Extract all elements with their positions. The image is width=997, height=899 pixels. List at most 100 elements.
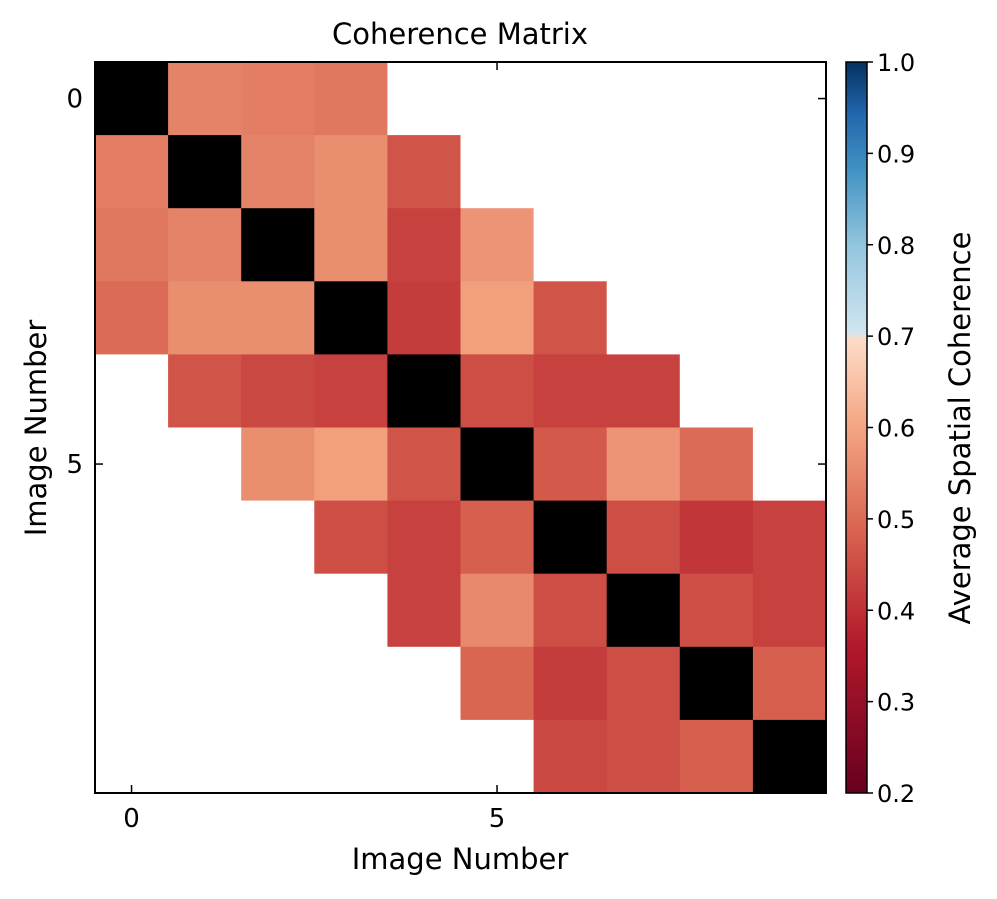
empty-cell — [168, 500, 242, 575]
diagonal-cell — [387, 354, 461, 428]
diagonal-cell — [752, 719, 827, 794]
empty-cell — [314, 646, 388, 721]
empty-cell — [606, 281, 681, 355]
heatmap-cell — [460, 646, 535, 721]
heatmap-cell — [314, 354, 388, 428]
colorbar-tick-label: 0.2 — [877, 780, 915, 808]
colorbar-tick-label: 0.9 — [877, 140, 915, 168]
heatmap-cell — [387, 427, 461, 502]
empty-cell — [95, 573, 169, 648]
heatmap-cell — [168, 354, 242, 428]
empty-cell — [387, 62, 461, 136]
empty-cell — [679, 354, 754, 428]
empty-cell — [679, 135, 754, 209]
colorbar-label: Average Spatial Coherence — [943, 232, 977, 625]
heatmap-cell — [314, 427, 388, 502]
heatmap-cell — [679, 573, 754, 648]
x-tick-label: 5 — [489, 804, 506, 834]
empty-cell — [387, 719, 461, 794]
empty-cell — [679, 62, 754, 136]
heatmap-cell — [241, 135, 315, 209]
empty-cell — [241, 646, 315, 721]
empty-cell — [679, 208, 754, 282]
heatmap-cell — [679, 427, 754, 502]
heatmap-cell — [387, 208, 461, 282]
heatmap-cell — [679, 719, 754, 794]
colorbar-tick-label: 0.7 — [877, 323, 915, 351]
heatmap-cell — [387, 573, 461, 648]
empty-cell — [606, 135, 681, 209]
diagonal-cell — [460, 427, 535, 502]
heatmap-cell — [752, 646, 827, 721]
heatmap-cell — [95, 281, 169, 355]
empty-cell — [679, 281, 754, 355]
x-axis-label: Image Number — [352, 842, 569, 876]
diagonal-cell — [95, 62, 169, 136]
y-tick-label: 0 — [66, 85, 83, 115]
colorbar-tick-label: 0.8 — [877, 232, 915, 260]
diagonal-cell — [168, 135, 242, 209]
empty-cell — [752, 281, 827, 355]
heatmap-cell — [533, 354, 608, 428]
heatmap-cell — [168, 208, 242, 282]
colorbar — [845, 61, 868, 794]
empty-cell — [168, 646, 242, 721]
heatmap-cell — [314, 62, 388, 136]
heatmap-cell — [460, 208, 535, 282]
empty-cell — [752, 62, 827, 136]
heatmap-cell — [241, 281, 315, 355]
empty-cell — [95, 719, 169, 794]
heatmap-cell — [314, 208, 388, 282]
diagonal-cell — [533, 500, 608, 575]
x-tick-label: 0 — [123, 804, 140, 834]
colorbar-tick-label: 0.5 — [877, 506, 915, 534]
heatmap-cell — [606, 719, 681, 794]
colorbar-tick-label: 0.4 — [877, 597, 915, 625]
heatmap-cell — [168, 281, 242, 355]
heatmap-cell — [460, 500, 535, 575]
heatmap-cells — [95, 62, 827, 794]
heatmap-cell — [606, 427, 681, 502]
empty-cell — [241, 500, 315, 575]
empty-cell — [752, 135, 827, 209]
empty-cell — [387, 646, 461, 721]
colorbar-tick-label: 0.6 — [877, 415, 915, 443]
heatmap-cell — [95, 135, 169, 209]
empty-cell — [168, 427, 242, 502]
empty-cell — [241, 719, 315, 794]
plot-frame — [94, 61, 827, 794]
heatmap-cell — [460, 354, 535, 428]
heatmap-cell — [752, 500, 827, 575]
heatmap-cell — [387, 135, 461, 209]
empty-cell — [460, 62, 535, 136]
heatmap-cell — [533, 281, 608, 355]
empty-cell — [533, 135, 608, 209]
empty-cell — [314, 573, 388, 648]
empty-cell — [533, 62, 608, 136]
heatmap-cell — [533, 427, 608, 502]
diagonal-cell — [679, 646, 754, 721]
empty-cell — [314, 719, 388, 794]
heatmap-cell — [606, 500, 681, 575]
empty-cell — [168, 719, 242, 794]
empty-cell — [95, 354, 169, 428]
heatmap-cell — [460, 281, 535, 355]
empty-cell — [606, 208, 681, 282]
heatmap-cell — [168, 62, 242, 136]
heatmap-cell — [606, 354, 681, 428]
empty-cell — [241, 573, 315, 648]
heatmap-cell — [533, 719, 608, 794]
heatmap-cell — [387, 281, 461, 355]
heatmap-cell — [314, 500, 388, 575]
empty-cell — [533, 208, 608, 282]
empty-cell — [460, 719, 535, 794]
chart-title: Coherence Matrix — [332, 17, 588, 51]
empty-cell — [168, 573, 242, 648]
heatmap-cell — [752, 573, 827, 648]
heatmap-cell — [95, 208, 169, 282]
heatmap-cell — [241, 62, 315, 136]
y-tick-label: 5 — [66, 450, 83, 480]
diagonal-cell — [314, 281, 388, 355]
